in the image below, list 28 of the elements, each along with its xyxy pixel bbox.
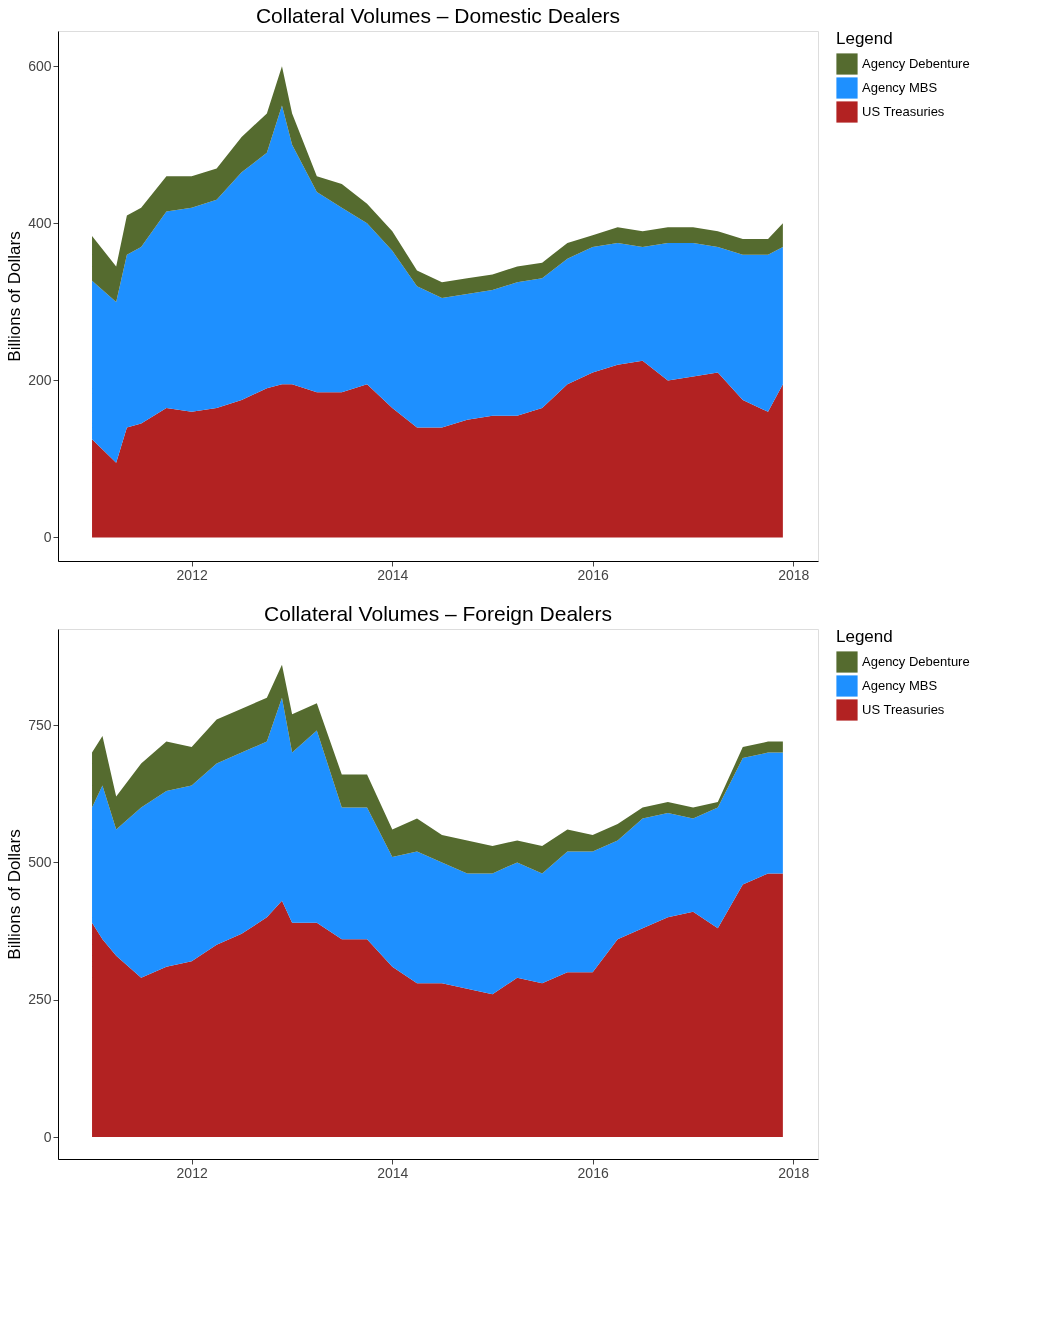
chart-title: Collateral Volumes – Foreign Dealers: [264, 602, 612, 625]
legend-label: Agency Debenture: [862, 654, 970, 669]
y-tick-label: 500: [28, 853, 52, 870]
y-tick-label: 400: [28, 214, 52, 231]
legend-label: Agency Debenture: [862, 56, 970, 71]
y-tick-label: 600: [28, 57, 52, 74]
y-tick-label: 0: [43, 1128, 52, 1145]
legend-title: Legend: [836, 29, 893, 48]
x-tick-label: 2016: [577, 566, 609, 583]
y-axis-title: Billions of Dollars: [5, 829, 25, 960]
y-tick-label: 200: [28, 371, 52, 388]
chart-title: Collateral Volumes – Domestic Dealers: [255, 4, 621, 27]
legend-label: US Treasuries: [862, 702, 945, 717]
x-tick-label: 2018: [778, 1164, 810, 1181]
legend-title: Legend: [836, 627, 893, 646]
y-tick-label: 250: [28, 991, 52, 1008]
legend-label: US Treasuries: [862, 104, 945, 119]
x-tick-label: 2012: [176, 1164, 208, 1181]
x-tick-label: 2014: [377, 1164, 409, 1181]
y-tick-label: 750: [28, 716, 52, 733]
legend-label: Agency MBS: [862, 678, 938, 693]
x-tick-label: 2018: [778, 566, 810, 583]
y-tick-label: 0: [43, 528, 52, 545]
x-tick-label: 2016: [577, 1164, 609, 1181]
y-axis-title: Billions of Dollars: [5, 231, 25, 362]
x-tick-label: 2012: [176, 566, 208, 583]
legend-label: Agency MBS: [862, 80, 938, 95]
x-tick-label: 2014: [377, 566, 409, 583]
